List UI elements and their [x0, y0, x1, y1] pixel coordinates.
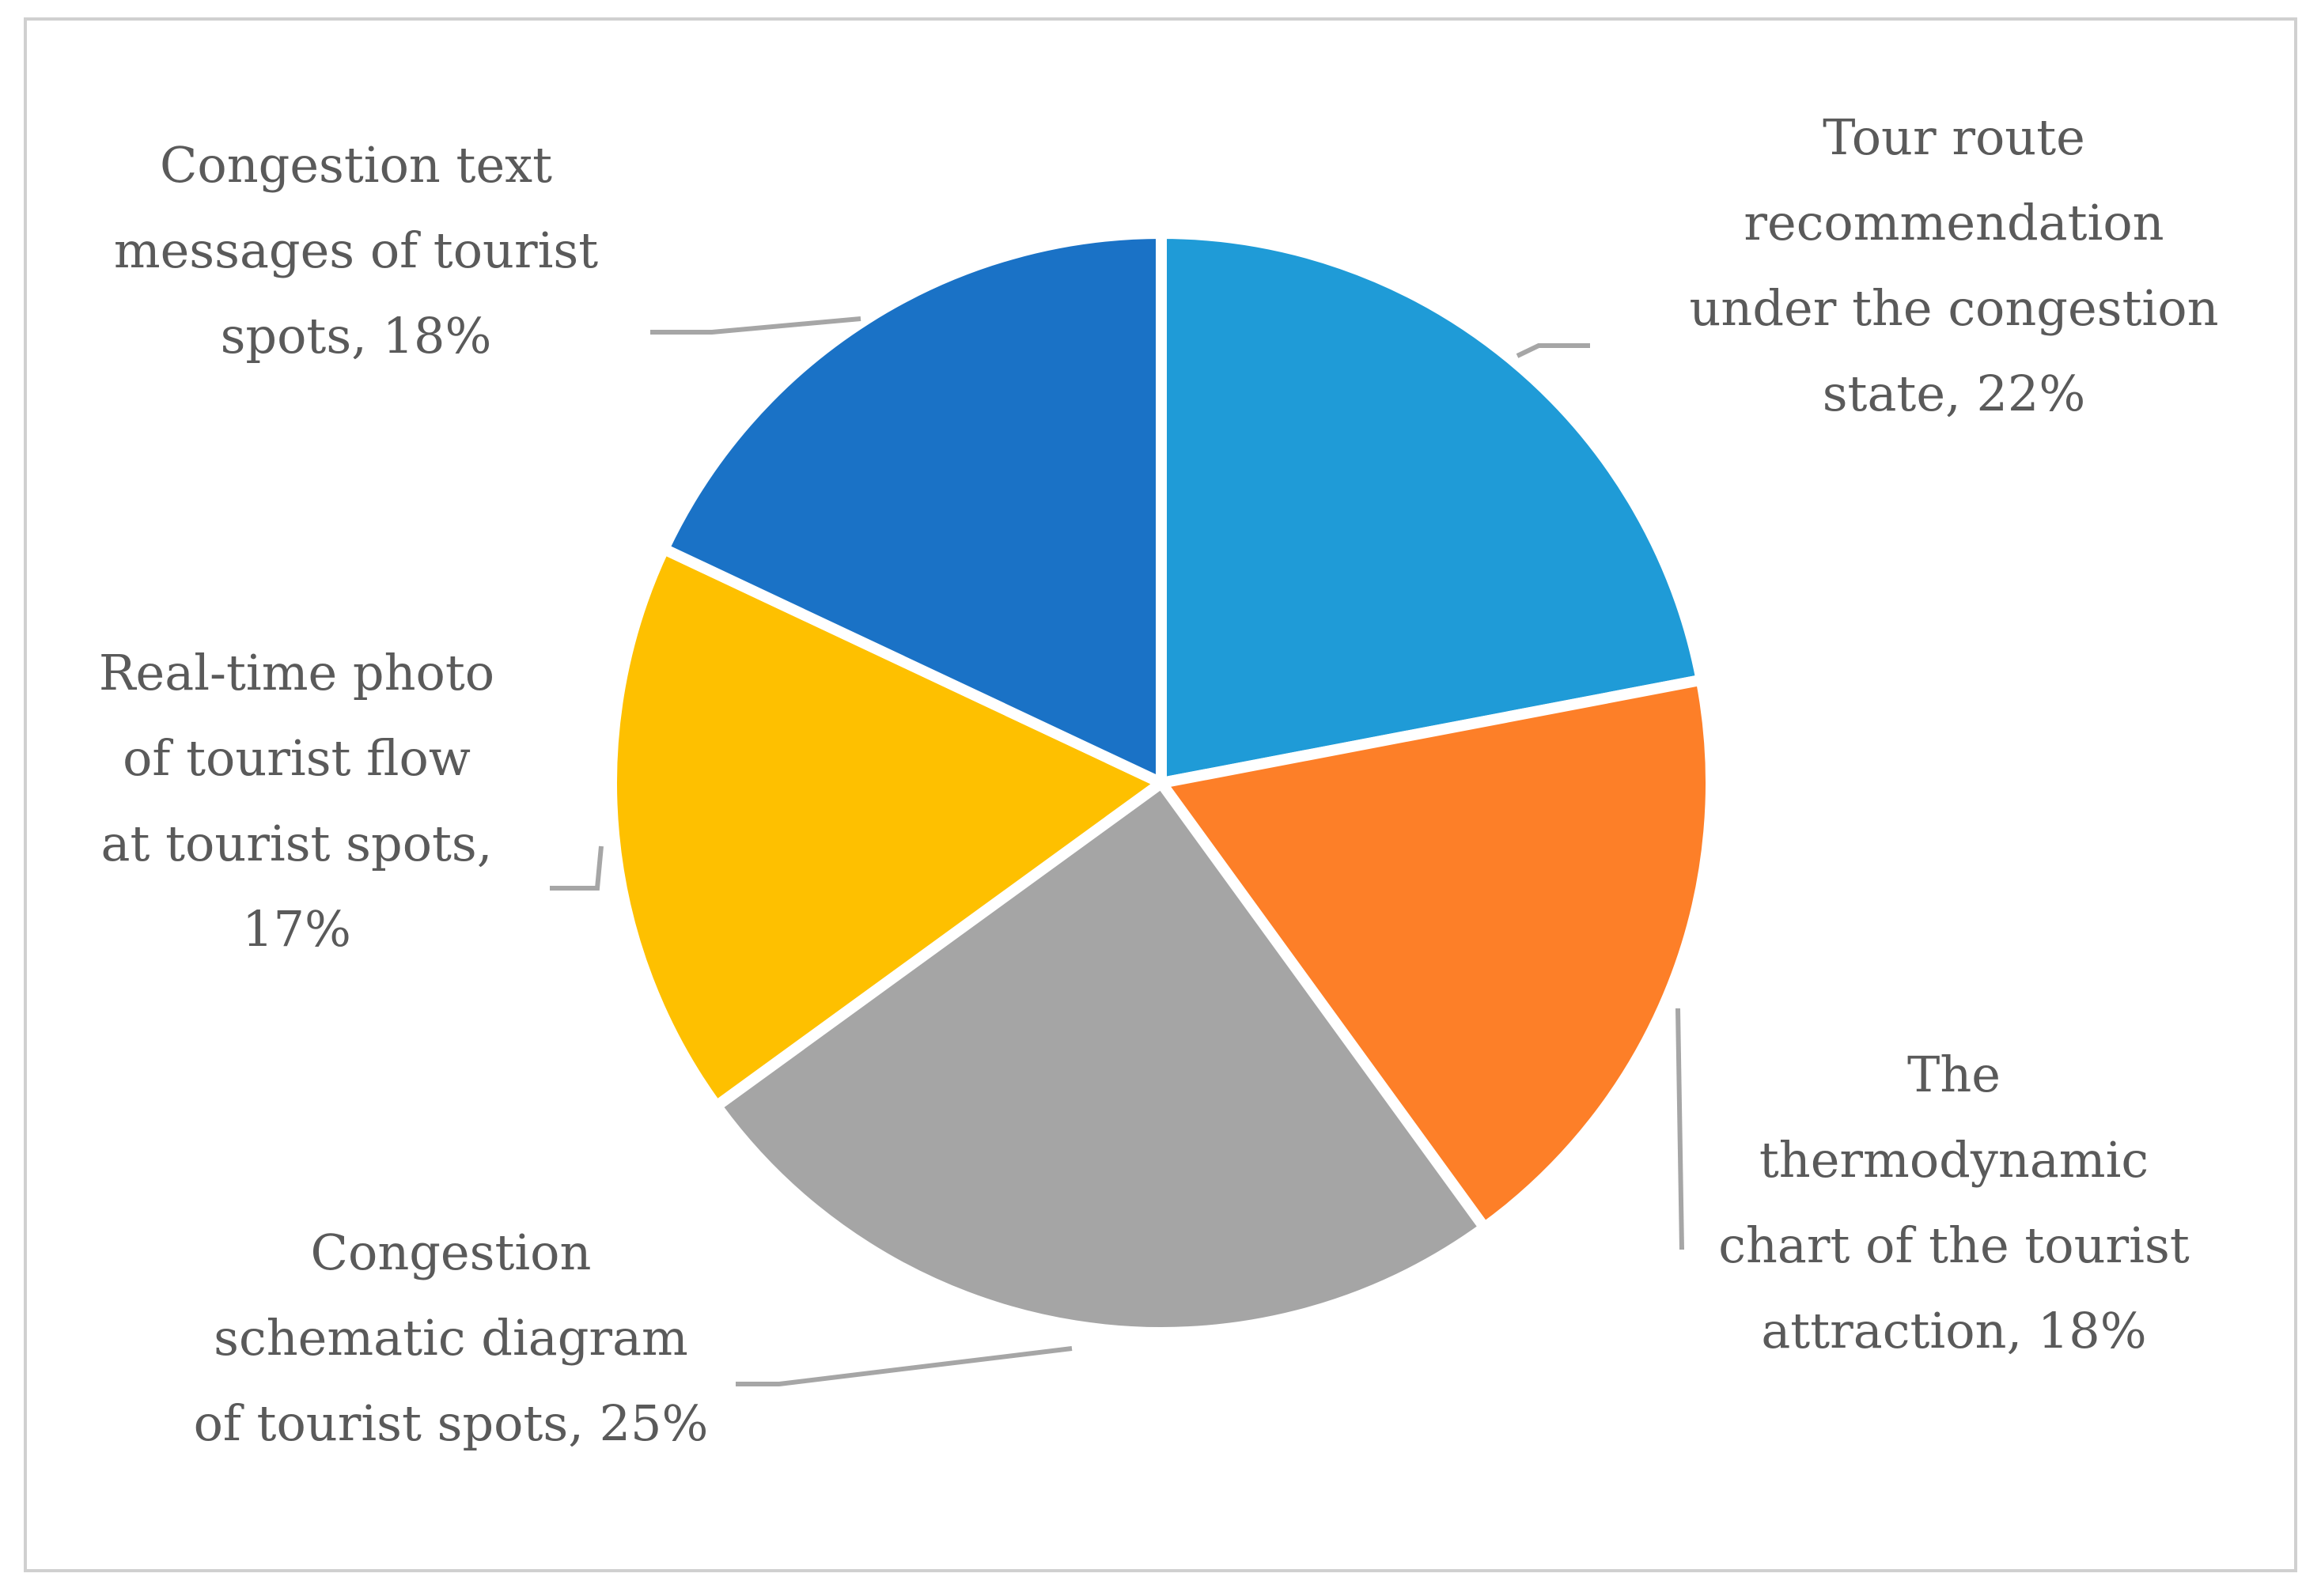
leader-lines: [550, 316, 1684, 1386]
leader-line-schematic-diagram: [736, 1346, 1073, 1386]
data-label-thermodynamic-chart: The thermodynamic chart of the tourist a…: [1718, 1046, 2190, 1360]
slice-thermodynamic-chart: [1156, 674, 1717, 1234]
slice-tour-route: [1156, 228, 1707, 789]
data-label-schematic-diagram: Congestion schematic diagram of tourist …: [193, 1223, 709, 1452]
slice-schematic-diagram: [710, 777, 1490, 1339]
data-label-tour-route: Tour route recommendation under the cong…: [1689, 108, 2219, 422]
data-label-real-time-photo: Real-time photo of tourist flow at touri…: [98, 644, 495, 958]
slice-text-messages: [658, 228, 1167, 789]
leader-line-real-time-photo: [550, 845, 604, 891]
slice-real-time-photo: [606, 543, 1167, 1112]
pie-slices: [606, 228, 1717, 1339]
leader-line-tour-route: [1516, 343, 1590, 358]
leader-line-thermodynamic-chart: [1675, 1008, 1684, 1250]
data-label-text-messages: Congestion text messages of tourist spot…: [113, 136, 599, 365]
leader-line-text-messages: [650, 316, 861, 335]
